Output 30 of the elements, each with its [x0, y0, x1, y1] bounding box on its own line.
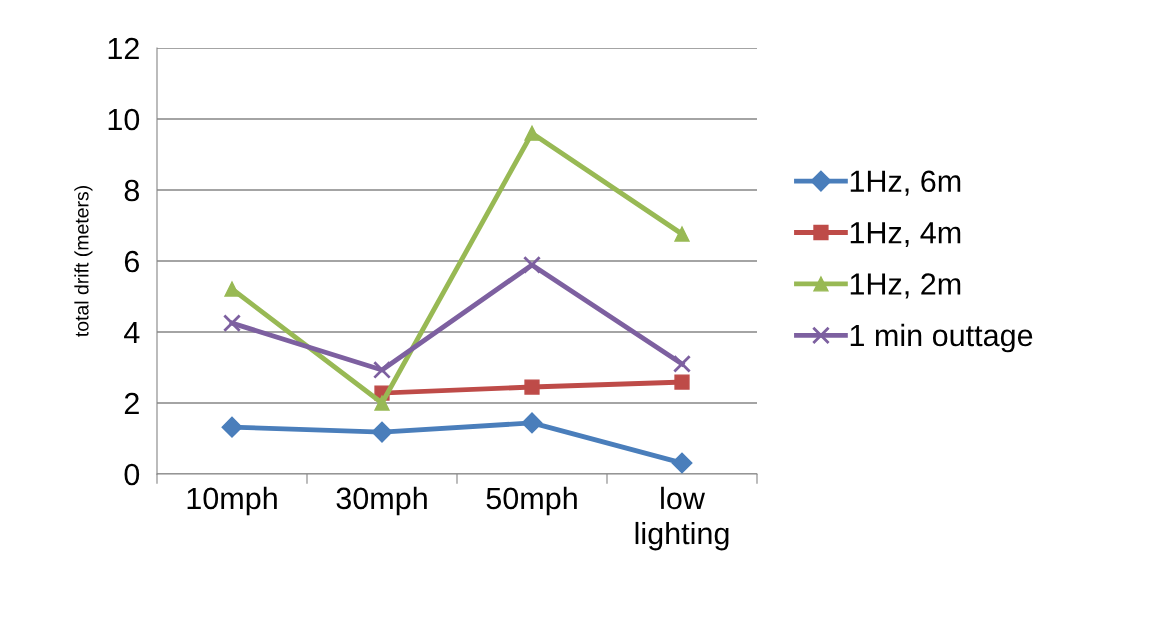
y-tick-label: 8: [124, 179, 140, 202]
point: [672, 354, 692, 373]
point: [521, 412, 543, 434]
point: [674, 226, 690, 242]
x-tick-label: 30mph: [336, 486, 427, 516]
legend-label: 1Hz, 2m: [850, 273, 961, 299]
legend-label: 1 min outtage: [850, 323, 1033, 353]
point: [524, 125, 540, 141]
point: [671, 452, 693, 474]
x-tick-label: 10mph: [187, 486, 277, 516]
point: [674, 374, 690, 390]
y-axis-title: total drift (meters): [74, 186, 93, 337]
legend-label: 1Hz, 4m: [850, 222, 961, 248]
point: [522, 255, 542, 274]
point: [371, 421, 393, 443]
point: [524, 379, 540, 395]
point: [372, 360, 392, 380]
x-tick-label: 50mph: [486, 486, 577, 516]
point: [222, 314, 242, 333]
point: [224, 281, 240, 297]
y-tick-label: 0: [124, 463, 140, 486]
y-tick-label: 2: [124, 392, 139, 415]
y-tick-label: 12: [108, 37, 139, 60]
y-tick-label: 6: [124, 250, 139, 273]
x-tick-label: low lighting: [635, 486, 729, 551]
legend-label: 1Hz, 6m: [850, 170, 961, 196]
y-tick-label: 10: [108, 108, 140, 131]
point: [221, 416, 243, 438]
y-tick-label: 4: [124, 322, 140, 344]
point: [374, 395, 390, 411]
